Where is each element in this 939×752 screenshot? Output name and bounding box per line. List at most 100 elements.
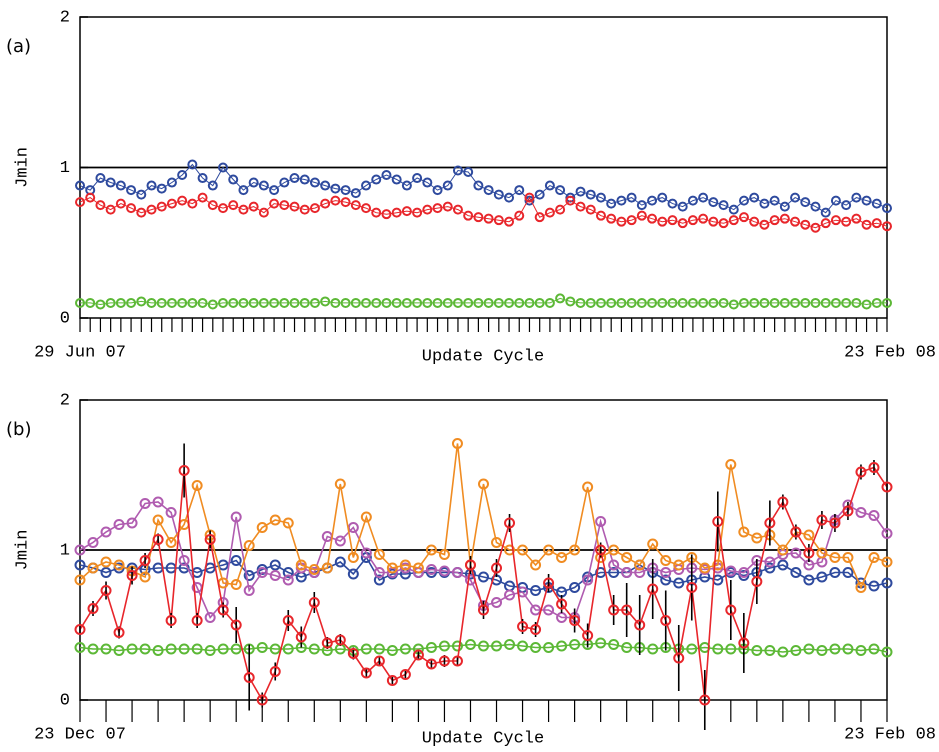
data-point xyxy=(371,297,382,308)
data-point xyxy=(738,637,750,649)
data-point xyxy=(800,197,811,208)
data-point xyxy=(738,567,750,578)
data-point xyxy=(350,297,361,308)
data-point xyxy=(764,645,776,656)
y-tick-label: 2 xyxy=(60,8,70,27)
data-point xyxy=(422,177,433,188)
data-point xyxy=(452,204,463,215)
data-point xyxy=(556,598,568,610)
data-point xyxy=(309,177,320,188)
data-point xyxy=(514,297,525,308)
data-point xyxy=(868,580,880,592)
data-point xyxy=(347,648,359,659)
data-point xyxy=(565,192,576,203)
data-point xyxy=(595,516,607,527)
data-point xyxy=(156,183,167,194)
data-point xyxy=(360,667,372,679)
data-point xyxy=(491,597,503,608)
data-point xyxy=(412,207,423,218)
data-point xyxy=(136,207,147,218)
data-point xyxy=(228,297,239,308)
data-point xyxy=(156,201,167,212)
data-point xyxy=(373,643,385,655)
series-line xyxy=(79,163,888,214)
data-point xyxy=(269,198,280,209)
data-point xyxy=(177,297,188,308)
data-point xyxy=(534,297,545,308)
data-point xyxy=(279,297,290,308)
data-point xyxy=(105,204,116,215)
data-point xyxy=(75,297,85,308)
data-point xyxy=(136,189,147,200)
data-point xyxy=(660,615,672,626)
data-point xyxy=(204,645,216,656)
series-line xyxy=(79,196,888,229)
data-point xyxy=(381,297,392,308)
data-point xyxy=(595,210,606,221)
data-point xyxy=(790,567,802,578)
data-point xyxy=(425,658,437,670)
data-point xyxy=(100,567,112,578)
data-point xyxy=(816,514,828,526)
data-point xyxy=(191,615,203,626)
data-point xyxy=(810,222,821,233)
data-point xyxy=(74,559,86,571)
data-point xyxy=(269,297,280,308)
data-point xyxy=(725,604,737,616)
data-point xyxy=(514,210,525,221)
data-point xyxy=(728,299,739,310)
data-point xyxy=(790,645,802,656)
data-point xyxy=(282,567,294,578)
data-point xyxy=(87,643,99,655)
data-point xyxy=(334,556,346,568)
data-point xyxy=(269,570,281,581)
data-point xyxy=(543,642,555,653)
data-point xyxy=(464,639,476,650)
data-point xyxy=(829,567,841,578)
data-point xyxy=(718,297,729,308)
data-point xyxy=(340,185,351,196)
data-point xyxy=(391,174,402,185)
data-point xyxy=(139,571,151,583)
data-point xyxy=(178,465,190,476)
data-point xyxy=(295,631,307,643)
data-point xyxy=(473,297,484,308)
data-point xyxy=(543,604,555,616)
data-point xyxy=(85,297,96,308)
data-point xyxy=(764,562,776,574)
data-point xyxy=(217,643,229,655)
data-point xyxy=(621,567,633,578)
data-point xyxy=(299,174,310,185)
data-point xyxy=(660,567,672,578)
data-point xyxy=(238,297,249,308)
data-point xyxy=(74,624,86,635)
data-point xyxy=(256,522,268,533)
data-point xyxy=(463,297,474,308)
data-point xyxy=(616,216,627,227)
data-point xyxy=(816,645,828,656)
data-point xyxy=(464,559,476,571)
data-point xyxy=(830,297,841,308)
data-point xyxy=(156,297,167,308)
data-point xyxy=(207,200,218,211)
data-point xyxy=(759,219,770,230)
data-point xyxy=(608,544,620,556)
data-point xyxy=(483,185,494,196)
data-point xyxy=(698,213,709,224)
data-point xyxy=(463,167,474,178)
data-point xyxy=(228,200,239,211)
data-point xyxy=(882,221,892,232)
data-point xyxy=(282,643,294,655)
data-point xyxy=(673,652,685,664)
data-point xyxy=(361,203,372,214)
data-point xyxy=(422,204,433,215)
data-point xyxy=(636,200,647,211)
data-point xyxy=(207,299,218,310)
data-point xyxy=(841,297,852,308)
data-point xyxy=(543,577,555,589)
data-point xyxy=(95,200,106,211)
data-point xyxy=(708,197,719,208)
data-point xyxy=(74,544,86,556)
data-point xyxy=(373,574,385,586)
